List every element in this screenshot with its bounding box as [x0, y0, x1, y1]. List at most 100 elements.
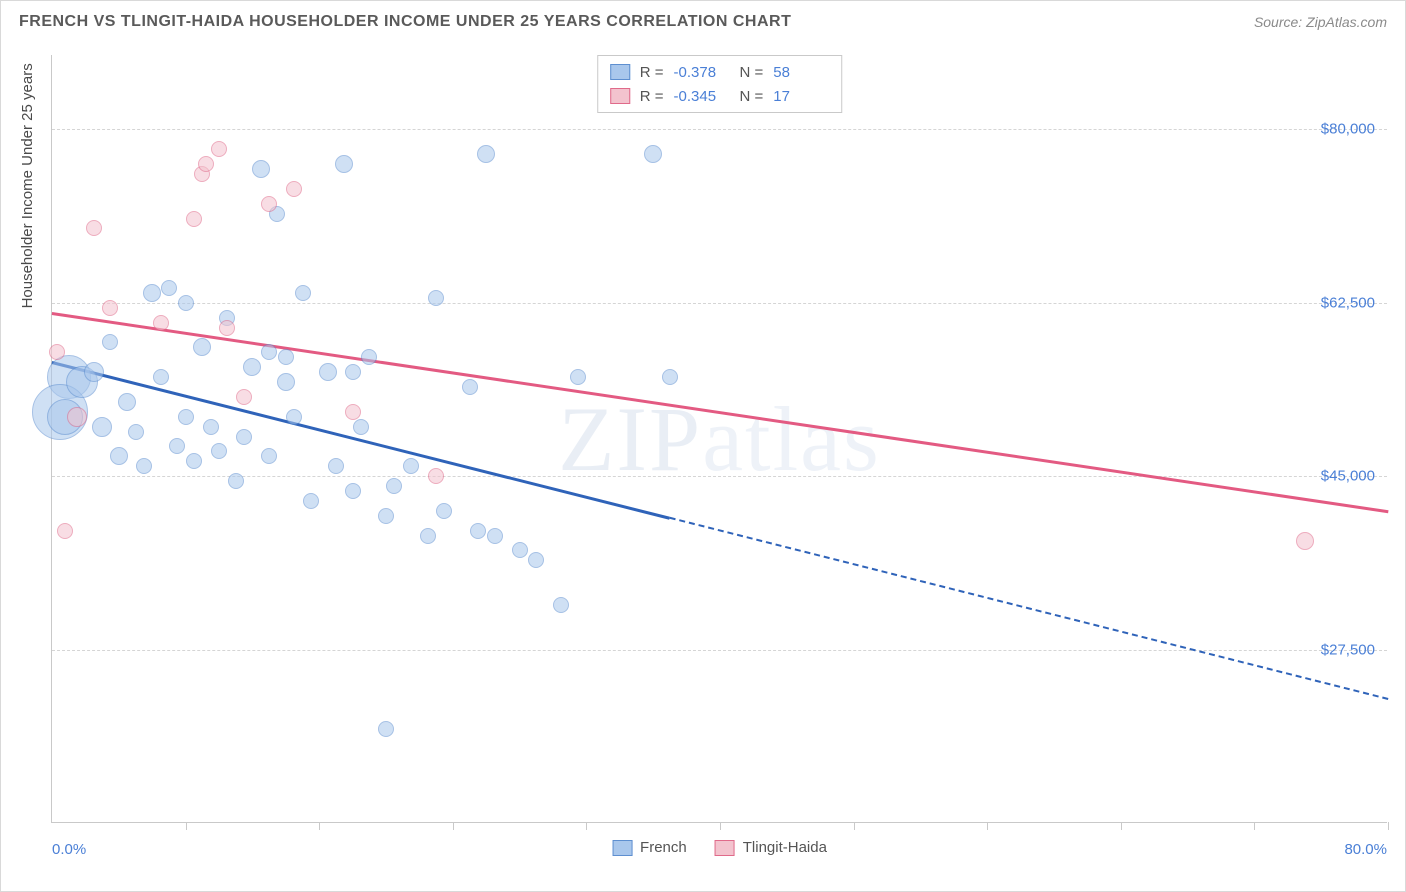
- y-tick-label: $27,500: [1321, 641, 1375, 658]
- x-tick: [854, 822, 855, 830]
- x-tick: [1388, 822, 1389, 830]
- legend-row: R = -0.345 N = 17: [610, 84, 830, 108]
- data-point: [319, 363, 337, 381]
- legend-row: R =-0.378N =58: [610, 60, 830, 84]
- correlation-legend: R =-0.378N =58R =-0.345N =17: [597, 55, 843, 113]
- data-point: [219, 320, 235, 336]
- data-point: [261, 448, 277, 464]
- data-point: [86, 220, 102, 236]
- data-point: [553, 597, 569, 613]
- data-point: [136, 458, 152, 474]
- data-point: [143, 284, 161, 302]
- data-point: [228, 473, 244, 489]
- legend-n-label: N =: [740, 64, 764, 81]
- data-point: [102, 300, 118, 316]
- data-point: [570, 369, 586, 385]
- x-tick: [586, 822, 587, 830]
- y-tick-label: $45,000: [1321, 468, 1375, 485]
- series-legend: French Tlingit-Haida: [612, 839, 827, 856]
- data-point: [662, 369, 678, 385]
- x-tick: [1121, 822, 1122, 830]
- data-point: [110, 447, 128, 465]
- y-tick-label: $62,500: [1321, 294, 1375, 311]
- data-point: [378, 508, 394, 524]
- x-tick: [720, 822, 721, 830]
- title-bar: FRENCH VS TLINGIT-HAIDA HOUSEHOLDER INCO…: [1, 1, 1405, 43]
- data-point: [436, 503, 452, 519]
- data-point: [178, 409, 194, 425]
- watermark-bold: ZIP: [558, 388, 702, 490]
- data-point: [261, 344, 277, 360]
- data-point: [428, 468, 444, 484]
- data-point: [178, 295, 194, 311]
- x-axis-min-label: 0.0%: [52, 841, 86, 858]
- data-point: [92, 417, 112, 437]
- data-point: [328, 458, 344, 474]
- data-point: [128, 424, 144, 440]
- data-point: [403, 458, 419, 474]
- gridline: [52, 650, 1387, 651]
- x-tick: [1254, 822, 1255, 830]
- legend-n-label: N =: [740, 88, 764, 105]
- data-point: [512, 542, 528, 558]
- gridline: [52, 476, 1387, 477]
- data-point: [203, 419, 219, 435]
- gridline: [52, 303, 1387, 304]
- data-point: [470, 523, 486, 539]
- gridline: [52, 129, 1387, 130]
- data-point: [243, 358, 261, 376]
- data-point: [361, 349, 377, 365]
- x-axis-max-label: 80.0%: [1344, 841, 1387, 858]
- legend-item: Tlingit-Haida: [715, 839, 827, 856]
- legend-item: French: [612, 839, 687, 856]
- data-point: [211, 443, 227, 459]
- data-point: [428, 290, 444, 306]
- legend-r-value: -0.378: [674, 64, 730, 81]
- data-point: [153, 369, 169, 385]
- data-point: [286, 181, 302, 197]
- data-point: [353, 419, 369, 435]
- data-point: [236, 429, 252, 445]
- plot-area: ZIPatlas $27,500$45,000$62,500$80,0000.0…: [51, 55, 1387, 823]
- legend-r-label: R =: [640, 88, 664, 105]
- data-point: [487, 528, 503, 544]
- y-tick-label: $80,000: [1321, 121, 1375, 138]
- data-point: [420, 528, 436, 544]
- data-point: [169, 438, 185, 454]
- data-point: [462, 379, 478, 395]
- legend-n-value: 17: [773, 88, 829, 105]
- x-tick: [453, 822, 454, 830]
- data-point: [211, 141, 227, 157]
- data-point: [277, 373, 295, 391]
- data-point: [345, 483, 361, 499]
- data-point: [57, 523, 73, 539]
- data-point: [378, 721, 394, 737]
- data-point: [193, 338, 211, 356]
- data-point: [345, 404, 361, 420]
- y-axis-label: Householder Income Under 25 years: [19, 63, 36, 308]
- legend-swatch: [610, 64, 630, 80]
- data-point: [49, 344, 65, 360]
- data-point: [67, 407, 87, 427]
- chart-container: FRENCH VS TLINGIT-HAIDA HOUSEHOLDER INCO…: [0, 0, 1406, 892]
- legend-r-value: -0.345: [674, 88, 730, 105]
- data-point: [1296, 532, 1314, 550]
- data-point: [186, 453, 202, 469]
- data-point: [153, 315, 169, 331]
- x-tick: [319, 822, 320, 830]
- data-point: [644, 145, 662, 163]
- data-point: [186, 211, 202, 227]
- legend-swatch: [715, 840, 735, 856]
- legend-swatch: [610, 88, 630, 104]
- data-point: [528, 552, 544, 568]
- data-point: [286, 409, 302, 425]
- data-point: [252, 160, 270, 178]
- legend-r-label: R =: [640, 64, 664, 81]
- data-point: [278, 349, 294, 365]
- legend-label: French: [640, 839, 687, 856]
- data-point: [477, 145, 495, 163]
- x-tick: [987, 822, 988, 830]
- legend-label: Tlingit-Haida: [743, 839, 827, 856]
- data-point: [102, 334, 118, 350]
- data-point: [345, 364, 361, 380]
